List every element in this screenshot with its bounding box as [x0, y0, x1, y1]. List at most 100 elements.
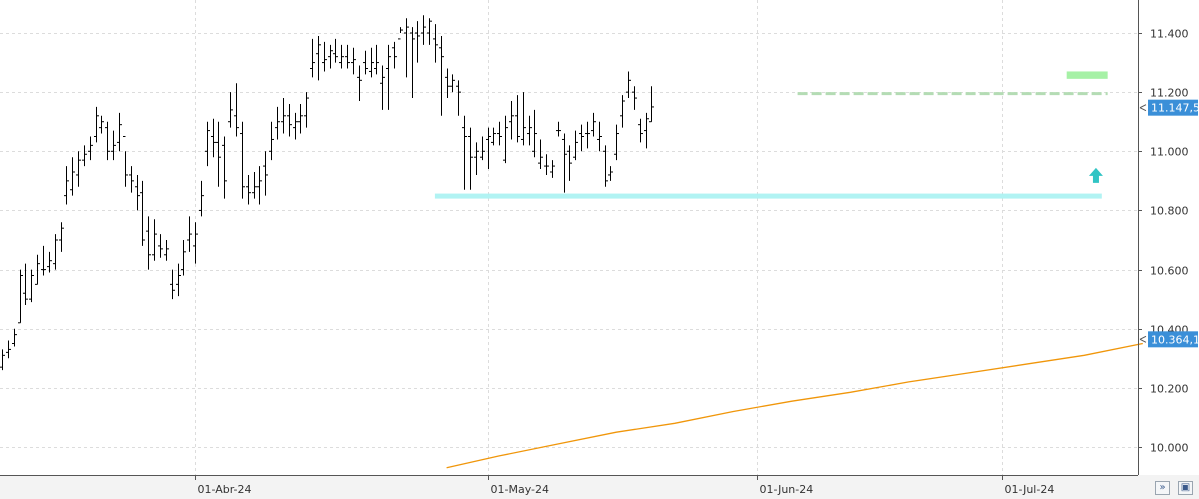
ohlc-bar — [257, 166, 262, 205]
ohlc-bar — [76, 151, 81, 187]
ohlc-bar — [632, 86, 637, 110]
ohlc-bar — [234, 83, 239, 137]
ohlc-bar — [293, 112, 298, 140]
ohlc-bar — [275, 106, 280, 140]
ohlc-bar — [369, 47, 374, 78]
ohlc-bar — [6, 340, 11, 359]
price-badge-label: 11.147,5 — [1151, 102, 1199, 115]
ohlc-bar — [456, 80, 461, 116]
ohlc-bar — [228, 92, 233, 128]
ohlc-bar — [562, 133, 567, 193]
ohlc-bar — [135, 174, 140, 211]
ohlc-bar — [246, 174, 251, 205]
ohlc-bar — [439, 35, 444, 116]
moving-average-line — [446, 342, 1143, 469]
ohlc-bar — [527, 115, 532, 146]
x-tick-label: 01-Jun-24 — [760, 483, 814, 496]
ohlc-bar — [82, 145, 87, 167]
ohlc-bar — [88, 136, 93, 161]
ohlc-bar — [597, 121, 602, 152]
ohlc-bar — [544, 154, 549, 175]
ohlc-bar — [421, 15, 426, 45]
ohlc-bars — [0, 15, 654, 371]
ohlc-bar — [486, 127, 491, 170]
ohlc-bar — [649, 86, 654, 123]
ohlc-bar — [521, 92, 526, 146]
ohlc-bar — [322, 41, 327, 72]
ohlc-bar — [117, 112, 122, 152]
ohlc-bar — [532, 109, 537, 158]
ohlc-bar — [614, 124, 619, 161]
price-axis[interactable]: 10.00010.20010.40010.60010.80011.00011.2… — [1138, 0, 1199, 475]
price-badge — [1148, 99, 1198, 116]
save-icon[interactable]: ▣ — [1178, 481, 1193, 495]
y-tick-label: 11.400 — [1150, 28, 1189, 41]
ohlc-bar — [608, 166, 613, 181]
ohlc-bar — [70, 157, 75, 196]
ohlc-bar — [363, 50, 368, 75]
ohlc-bar — [404, 18, 409, 78]
ohlc-bar — [345, 44, 350, 69]
date-axis-background — [0, 475, 1199, 499]
ohlc-bar — [53, 234, 58, 270]
ohlc-bar — [474, 142, 479, 175]
price-badge-label: 10.364,1 — [1151, 333, 1199, 346]
ohlc-bar — [538, 139, 543, 170]
ohlc-bar — [111, 130, 116, 161]
ohlc-bar — [199, 180, 204, 217]
ohlc-bar — [187, 216, 192, 252]
ohlc-bar — [310, 38, 315, 78]
ohlc-bar — [298, 103, 303, 134]
y-tick-label: 10.000 — [1150, 442, 1189, 455]
ohlc-bar — [462, 115, 467, 190]
ohlc-bar — [64, 166, 69, 205]
ohlc-bar — [152, 219, 157, 261]
ohlc-bar — [333, 38, 338, 63]
ohlc-bar — [445, 68, 450, 99]
ohlc-bar — [579, 124, 584, 152]
ohlc-bar — [205, 121, 210, 167]
ohlc-bar — [351, 47, 356, 75]
y-tick-label: 10.200 — [1150, 383, 1189, 396]
ohlc-bar — [591, 112, 596, 137]
ohlc-bar — [170, 269, 175, 300]
x-tick-label: 01-Abr-24 — [198, 483, 252, 496]
ohlc-bar — [573, 130, 578, 161]
ohlc-bar — [304, 92, 309, 128]
ohlc-bar — [193, 222, 198, 264]
ohlc-bar — [146, 216, 151, 270]
y-tick-label: 10.800 — [1150, 205, 1189, 218]
price-badge — [1148, 331, 1198, 348]
scroll-end-icon[interactable]: » — [1155, 481, 1170, 495]
ohlc-bar — [380, 65, 385, 110]
ohlc-bar — [626, 71, 631, 99]
y-tick-label: 11.200 — [1150, 87, 1189, 100]
support-resistance-levels — [434, 71, 1108, 199]
sma-polyline — [446, 342, 1143, 469]
ohlc-bar — [181, 240, 186, 276]
ohlc-bar — [497, 121, 502, 146]
price-pointer-icon — [1139, 104, 1147, 112]
ohlc-bar — [509, 101, 514, 140]
ohlc-bar — [316, 35, 321, 81]
ohlc-bar — [269, 121, 274, 161]
ohlc-bar — [18, 269, 23, 324]
level-zone — [1066, 71, 1108, 79]
ohlc-bar — [216, 121, 221, 187]
ohlc-bar — [287, 103, 292, 137]
ohlc-bar — [0, 349, 5, 371]
chart-grid — [0, 0, 1138, 475]
date-axis[interactable]: 01-Abr-24 01-May-24 01-Jun-24 01-Jul-24 — [0, 475, 1199, 499]
ohlc-bar — [468, 127, 473, 190]
ohlc-bar — [240, 121, 245, 199]
ohlc-bar — [410, 27, 415, 99]
y-tick-label: 11.000 — [1150, 146, 1189, 159]
ohlc-bar — [515, 95, 520, 143]
ohlc-bar — [263, 151, 268, 196]
level-zone — [434, 193, 1102, 199]
x-tick-label: 01-May-24 — [491, 483, 549, 496]
ohlc-bar — [105, 121, 110, 161]
ohlc-bar — [585, 121, 590, 149]
ohlc-bar — [339, 44, 344, 69]
